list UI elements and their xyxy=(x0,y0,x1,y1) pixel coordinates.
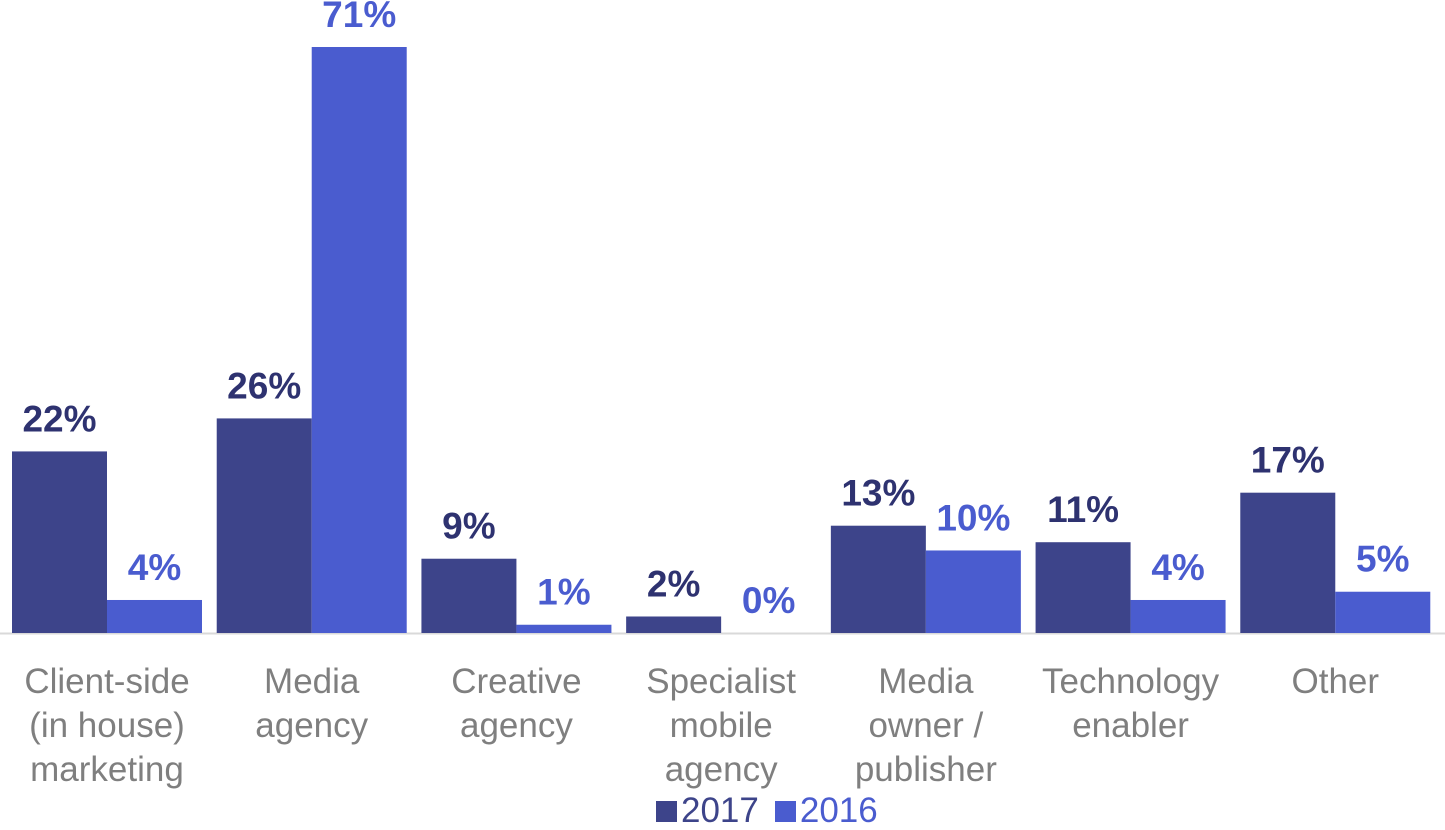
bar-2016-cat-4 xyxy=(925,550,1021,633)
legend-item-2016: 2016 xyxy=(774,791,878,830)
legend-swatch-2017 xyxy=(656,800,677,822)
data-label-2017-cat-4: 13% xyxy=(841,473,915,514)
bar-2017-cat-4 xyxy=(830,525,926,633)
category-label-3: Specialist mobile agency xyxy=(646,662,796,789)
data-label-2016-cat-5: 4% xyxy=(1151,547,1204,588)
bar-2017-cat-0 xyxy=(12,451,107,633)
data-label-2017-cat-1: 26% xyxy=(227,365,301,406)
data-label-2016-cat-3: 0% xyxy=(742,580,795,621)
bar-2016-cat-5 xyxy=(1130,599,1226,633)
category-label-4: Media owner / publisher xyxy=(855,662,997,789)
chart-legend: 2017 2016 xyxy=(656,793,894,829)
data-label-2017-cat-2: 9% xyxy=(442,506,495,547)
bar-2017-cat-3 xyxy=(626,616,722,633)
bar-2017-cat-2 xyxy=(421,558,517,633)
category-label-0: Client-side (in house) marketing xyxy=(24,662,189,789)
bar-2016-cat-6 xyxy=(1335,591,1431,633)
data-label-2017-cat-6: 17% xyxy=(1251,440,1325,481)
legend-label-2017: 2017 xyxy=(681,791,759,830)
legend-swatch-2016 xyxy=(774,800,796,822)
category-label-1: Media agency xyxy=(255,662,368,745)
category-label-6: Other xyxy=(1292,662,1380,701)
data-label-2016-cat-2: 1% xyxy=(537,572,590,613)
category-label-5: Technology enabler xyxy=(1042,662,1220,745)
data-label-2017-cat-0: 22% xyxy=(22,398,96,439)
chart-plot: 22% 4% Client-side (in house) marketing 26% 71… xyxy=(0,0,1445,789)
data-label-2016-cat-4: 10% xyxy=(936,497,1010,538)
bar-2017-cat-1 xyxy=(216,418,312,633)
bar-2016-cat-0 xyxy=(107,599,202,633)
bar-2016-cat-2 xyxy=(516,624,612,633)
bar-2017-cat-6 xyxy=(1240,492,1336,633)
data-label-2016-cat-1: 71% xyxy=(322,0,396,35)
legend-item-2017: 2017 xyxy=(656,793,759,829)
bar-2017-cat-5 xyxy=(1035,542,1131,633)
bar-2016-cat-1 xyxy=(311,47,407,633)
data-label-2017-cat-5: 11% xyxy=(1047,489,1119,530)
data-label-2017-cat-3: 2% xyxy=(647,563,700,604)
category-label-2: Creative agency xyxy=(451,662,581,745)
data-label-2016-cat-0: 4% xyxy=(128,547,181,588)
legend-label-2016: 2016 xyxy=(799,791,878,830)
data-label-2016-cat-6: 5% xyxy=(1356,539,1409,580)
